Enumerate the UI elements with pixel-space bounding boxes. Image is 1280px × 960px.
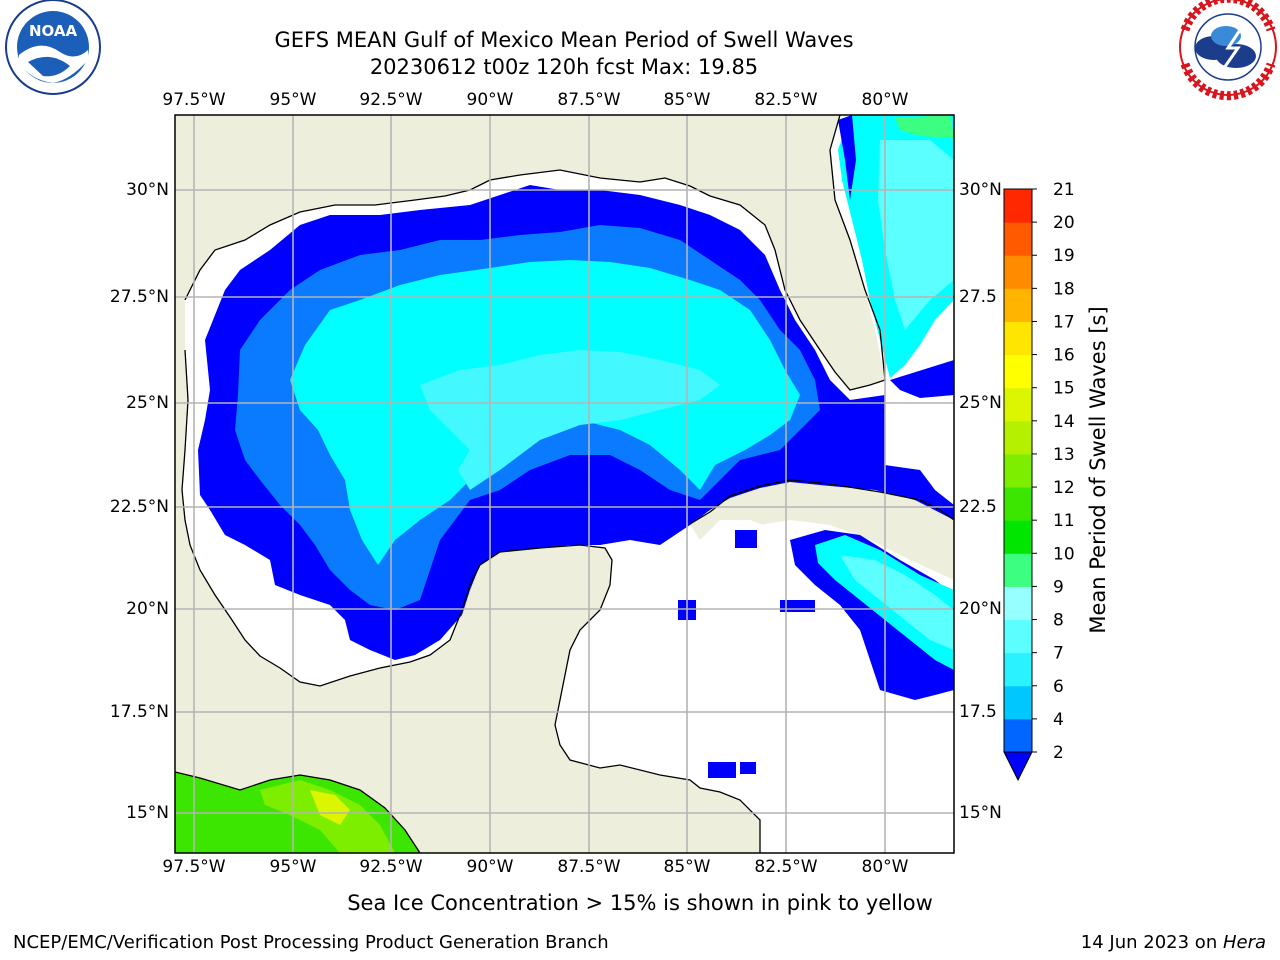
colorbar-tick-label: 4 bbox=[1053, 710, 1064, 730]
lon-label-bottom: 92.5°W bbox=[359, 857, 423, 877]
footer-date-text: 14 Jun 2023 on bbox=[1080, 932, 1223, 953]
swell-atlantic-light bbox=[878, 140, 954, 330]
colorbar-segment bbox=[1004, 453, 1032, 488]
colorbar-tick-label: 19 bbox=[1053, 246, 1075, 266]
lon-label-bottom: 87.5°W bbox=[557, 857, 621, 877]
lon-label-bottom: 95°W bbox=[269, 857, 317, 877]
colorbar-frame bbox=[1003, 188, 1033, 753]
swell-band-7-8 bbox=[420, 350, 720, 490]
lat-label-right: 30°N bbox=[959, 180, 1002, 200]
colorbar-segment bbox=[1004, 387, 1032, 422]
lat-label-right: 17.5 bbox=[959, 702, 997, 722]
colorbar-tick-label: 16 bbox=[1053, 346, 1075, 366]
lon-label-top: 85°W bbox=[663, 90, 711, 110]
lat-label-right: 20°N bbox=[959, 599, 1002, 619]
colorbar-tick-label: 21 bbox=[1053, 180, 1075, 200]
swell-patch bbox=[740, 762, 756, 774]
chart-title: GEFS MEAN Gulf of Mexico Mean Period of … bbox=[274, 28, 854, 52]
noaa-logo: NOAA bbox=[5, 0, 101, 95]
footer-host: Hera bbox=[1222, 932, 1266, 953]
lon-label-top: 82.5°W bbox=[754, 90, 818, 110]
colorbar-tick-label: 8 bbox=[1053, 611, 1064, 631]
colorbar-tick-label: 15 bbox=[1053, 379, 1075, 399]
lat-label-right: 27.5 bbox=[959, 287, 997, 307]
lat-label-left: 30°N bbox=[126, 180, 169, 200]
swell-atlantic-blue2 bbox=[890, 360, 954, 398]
lat-label-left: 15°N bbox=[126, 803, 169, 823]
colorbar-segment bbox=[1004, 321, 1032, 356]
colorbar-tick-label: 20 bbox=[1053, 213, 1075, 233]
colorbar-segment bbox=[1004, 718, 1032, 753]
colorbar-segment bbox=[1004, 487, 1032, 521]
lat-label-right: 22.5 bbox=[959, 497, 997, 517]
lon-label-top: 87.5°W bbox=[557, 90, 621, 110]
colorbar-segment bbox=[1004, 586, 1032, 621]
lon-label-top: 90°W bbox=[466, 90, 514, 110]
colorbar-segment bbox=[1004, 255, 1032, 289]
colorbar-tick-label: 2 bbox=[1053, 743, 1064, 763]
colorbar-tick-label: 6 bbox=[1053, 677, 1064, 697]
colorbar-tick-label: 9 bbox=[1053, 577, 1064, 597]
colorbar-tick-label: 7 bbox=[1053, 644, 1064, 664]
colorbar-segment bbox=[1004, 354, 1032, 389]
colorbar-segment bbox=[1004, 420, 1032, 455]
footer-credit: NCEP/EMC/Verification Post Processing Pr… bbox=[13, 932, 609, 953]
lat-label-right: 15°N bbox=[959, 803, 1002, 823]
swell-atlantic-blue bbox=[838, 115, 856, 200]
colorbar-segment bbox=[1004, 189, 1032, 223]
colorbar-tick-label: 12 bbox=[1053, 478, 1075, 498]
colorbar-tick-label: 11 bbox=[1053, 511, 1075, 531]
lat-label-right: 25°N bbox=[959, 393, 1002, 413]
colorbar-label: Mean Period of Swell Waves [s] bbox=[1086, 306, 1110, 634]
lat-label-left: 17.5°N bbox=[109, 702, 169, 722]
lon-label-top: 80°W bbox=[861, 90, 909, 110]
colorbar-segment bbox=[1004, 222, 1032, 256]
map-frame bbox=[174, 114, 955, 854]
colorbar-segment bbox=[1004, 685, 1032, 720]
lat-label-left: 22.5°N bbox=[109, 497, 169, 517]
sea-ice-note: Sea Ice Concentration > 15% is shown in … bbox=[347, 891, 933, 915]
lon-label-bottom: 90°W bbox=[466, 857, 514, 877]
lon-label-bottom: 80°W bbox=[861, 857, 909, 877]
lon-label-bottom: 97.5°W bbox=[162, 857, 226, 877]
coastlines bbox=[175, 115, 954, 853]
colorbar-tick-label: 14 bbox=[1053, 412, 1075, 432]
colorbar-tick-label: 17 bbox=[1053, 312, 1075, 332]
colorbar-segment bbox=[1004, 652, 1032, 687]
chart-subtitle: 20230612 t00z 120h fcst Max: 19.85 bbox=[369, 55, 759, 79]
swell-patch bbox=[735, 530, 757, 548]
colorbar-segment bbox=[1004, 288, 1032, 322]
swell-pacific-yellow bbox=[310, 790, 350, 825]
colorbar-segment bbox=[1004, 619, 1032, 654]
lon-label-bottom: 82.5°W bbox=[754, 857, 818, 877]
colorbar-extend-arrow bbox=[1003, 751, 1033, 782]
noaa-logo-text: NOAA bbox=[29, 22, 78, 40]
graticule bbox=[175, 115, 954, 853]
nws-logo bbox=[1179, 0, 1277, 101]
lon-label-bottom: 85°W bbox=[663, 857, 711, 877]
colorbar-segment bbox=[1004, 553, 1032, 587]
lat-label-left: 20°N bbox=[126, 599, 169, 619]
swell-patch bbox=[708, 762, 736, 778]
swell-atlantic-green bbox=[895, 115, 954, 138]
lat-label-left: 27.5°N bbox=[109, 287, 169, 307]
colorbar-tick-label: 18 bbox=[1053, 279, 1075, 299]
swell-caribbean-light bbox=[840, 555, 954, 650]
colorbar-tick-label: 13 bbox=[1053, 445, 1075, 465]
lon-label-top: 92.5°W bbox=[359, 90, 423, 110]
colorbar-tick-label: 10 bbox=[1053, 544, 1075, 564]
lon-label-top: 95°W bbox=[269, 90, 317, 110]
colorbar-segment bbox=[1004, 520, 1032, 554]
lat-label-left: 25°N bbox=[126, 393, 169, 413]
footer-date: 14 Jun 2023 on Hera bbox=[1081, 932, 1266, 953]
map-panel bbox=[175, 115, 954, 853]
colorbar: 2 4 6 7 8 9 10 11 12 13 14 15 16 17 18 19 20 21 bbox=[1003, 180, 1075, 782]
lon-label-top: 97.5°W bbox=[162, 90, 226, 110]
